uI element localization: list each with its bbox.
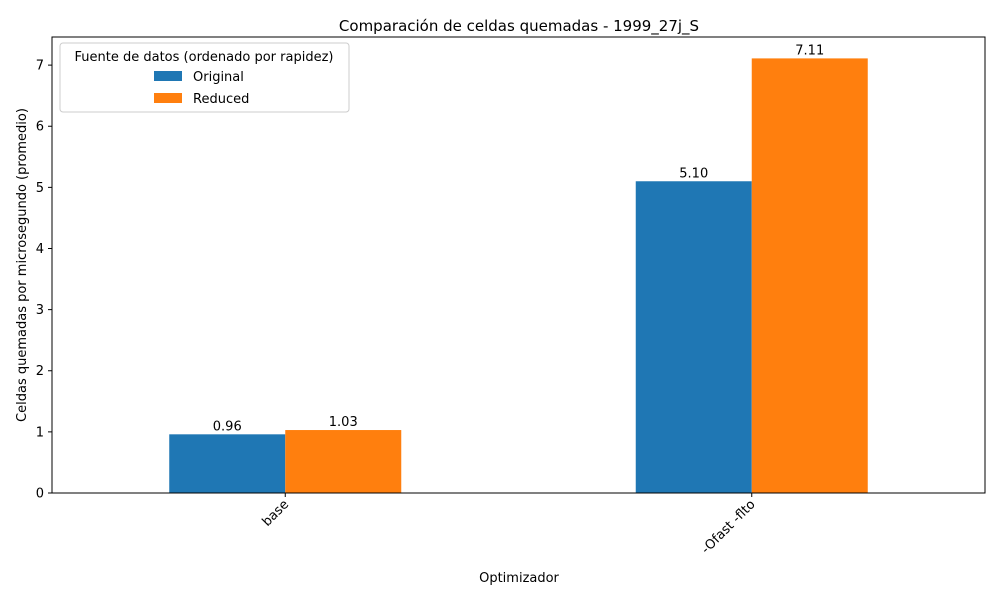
plot-area: 0.96 5.10 1.03 7.11 0 1 2 3 4 5 6 7 base -Ofast -flto bbox=[36, 36, 986, 557]
bar-reduced-0 bbox=[285, 430, 402, 493]
y-tick-label: 2 bbox=[36, 364, 44, 379]
bar-original-0 bbox=[169, 434, 286, 493]
y-tick-label: 1 bbox=[36, 425, 44, 440]
data-label: 0.96 bbox=[213, 419, 242, 434]
legend-title: Fuente de datos (ordenado por rapidez) bbox=[75, 50, 334, 65]
bar-original-1 bbox=[635, 181, 752, 493]
bar-reduced-1 bbox=[751, 58, 868, 493]
legend-entry-reduced: Reduced bbox=[193, 92, 249, 107]
legend-swatch-reduced bbox=[154, 93, 182, 103]
legend-box bbox=[59, 42, 350, 113]
axes-frame bbox=[51, 36, 986, 494]
x-axis-label: Optimizador bbox=[479, 571, 559, 586]
y-tick-label: 7 bbox=[36, 59, 44, 74]
y-tick-label: 0 bbox=[36, 487, 44, 502]
legend-entry-original: Original bbox=[193, 70, 244, 85]
x-tick-label: base bbox=[260, 497, 293, 530]
y-tick-label: 5 bbox=[36, 181, 44, 196]
y-tick-label: 3 bbox=[36, 303, 44, 318]
x-tick-label: -Ofast -flto bbox=[699, 497, 759, 557]
data-label: 5.10 bbox=[679, 166, 708, 181]
y-axis-label: Celdas quemadas por microsegundo (promed… bbox=[15, 108, 30, 422]
chart-title: Comparación de celdas quemadas - 1999_27… bbox=[339, 17, 699, 36]
legend: Fuente de datos (ordenado por rapidez) O… bbox=[59, 42, 350, 113]
y-tick-label: 4 bbox=[36, 242, 44, 257]
data-label: 1.03 bbox=[329, 415, 358, 430]
y-tick-label: 6 bbox=[36, 120, 44, 135]
data-label: 7.11 bbox=[795, 43, 824, 58]
legend-swatch-original bbox=[154, 71, 182, 81]
